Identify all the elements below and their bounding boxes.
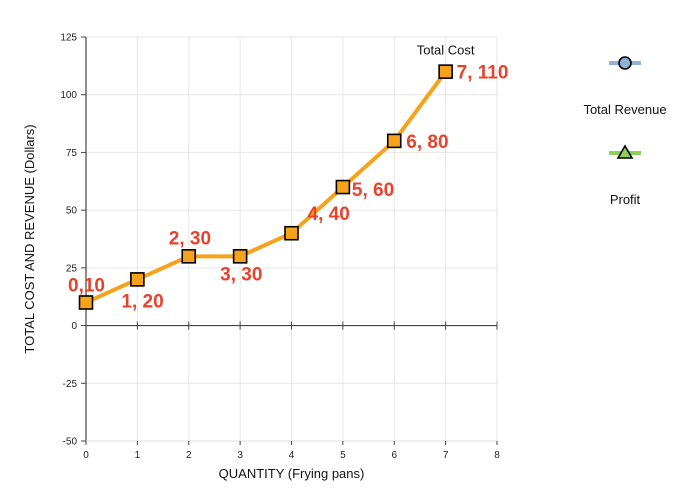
x-tick-label: 2 [186, 450, 192, 461]
x-tick-label: 3 [237, 450, 243, 461]
total-cost-point [284, 225, 299, 241]
legend-label: Total Revenue [583, 102, 666, 117]
y-tick-label: -50 [63, 437, 78, 448]
legend-circle-marker [618, 56, 632, 70]
y-tick-label: 25 [66, 263, 78, 274]
series-layer: 0,10 1, 20 2, 30 3, 30 4, 405, 60 6, 80 7, 110 [68, 63, 508, 313]
series-name-label: Total Cost [417, 43, 475, 58]
total-cost-point [232, 249, 248, 264]
total-cost-point [335, 179, 351, 195]
data-label: 0,10 [68, 275, 105, 296]
data-label: 1, 20 [121, 291, 163, 312]
x-tick-label: 7 [443, 450, 449, 461]
data-label: 4, 40 [308, 204, 350, 225]
y-tick-label: 125 [60, 33, 77, 44]
data-label: 7, 110 [457, 63, 509, 84]
x-tick-label: 5 [340, 450, 346, 461]
legend-label: Profit [610, 192, 641, 207]
legend: Total Revenue Profit [583, 56, 667, 207]
data-label: 3, 30 [220, 264, 262, 285]
total-cost-line [85, 70, 448, 305]
total-cost-point [386, 133, 402, 149]
data-label: 6, 80 [406, 132, 448, 153]
x-tick-label: 4 [289, 450, 295, 461]
y-axis-title: TOTAL COST AND REVENUE (Dollars) [22, 124, 37, 353]
y-tick-label: 75 [66, 148, 78, 159]
total-cost-point [438, 64, 453, 79]
legend-triangle-marker [616, 144, 634, 159]
y-tick-label: -25 [63, 379, 78, 390]
tick-labels: -50 -25 0 25 50 75 100 125 0 1 2 3 4 5 6 7 8 [60, 33, 500, 462]
x-tick-label: 8 [494, 450, 500, 461]
total-cost-point [78, 295, 94, 310]
axes [81, 36, 498, 445]
y-tick-label: 50 [66, 206, 78, 217]
x-tick-label: 0 [83, 450, 89, 461]
y-tick-label: 100 [60, 90, 77, 101]
total-cost-point [130, 272, 145, 287]
y-tick-label: 0 [71, 321, 77, 332]
total-cost-point [181, 249, 197, 264]
data-label: 2, 30 [169, 228, 211, 249]
data-label: 5, 60 [352, 180, 394, 201]
x-axis-title: QUANTITY (Frying pans) [219, 466, 365, 481]
x-tick-label: 6 [391, 450, 397, 461]
x-tick-label: 1 [135, 450, 141, 461]
